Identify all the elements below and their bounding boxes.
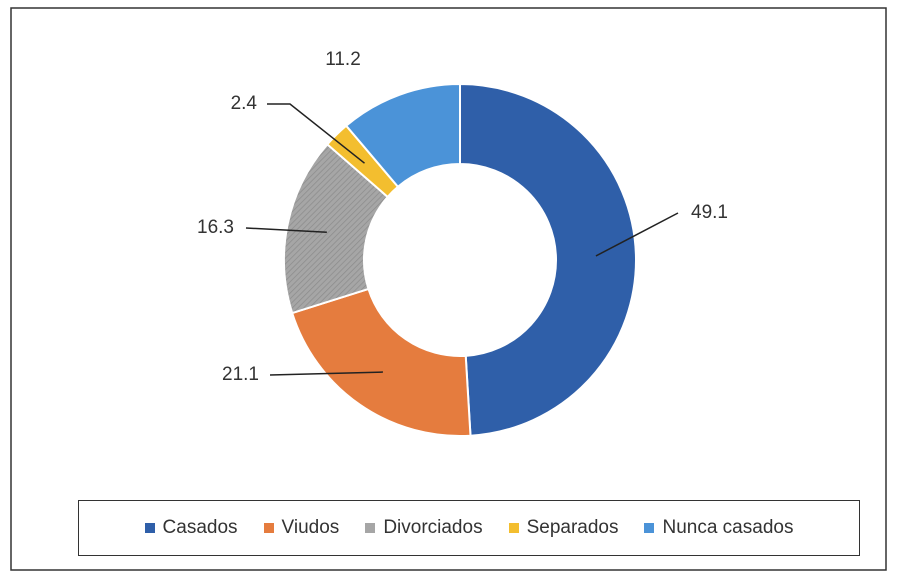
- legend-item: Viudos: [263, 517, 340, 539]
- legend-item: Divorciados: [365, 517, 483, 539]
- legend-item: Separados: [508, 517, 619, 539]
- legend-item: Nunca casados: [644, 517, 793, 539]
- data-label: 16.3: [197, 217, 234, 238]
- legend: Casados Viudos Divorciados Separados Nunca c…: [78, 500, 860, 556]
- leader-line: [269, 371, 383, 376]
- leader-line: [267, 103, 365, 164]
- legend-item: Casados: [144, 517, 238, 539]
- data-label: 21.1: [222, 364, 259, 385]
- donut-slice: [344, 82, 461, 189]
- legend-swatch: [644, 523, 655, 533]
- data-label: 11.2: [325, 49, 361, 70]
- leader-line: [595, 212, 679, 257]
- legend-label: Casados: [162, 517, 238, 538]
- legend-swatch: [508, 523, 519, 533]
- legend-label: Divorciados: [383, 517, 483, 538]
- legend-swatch: [263, 523, 274, 533]
- donut-slice: [459, 82, 637, 437]
- data-label: 2.4: [231, 93, 258, 114]
- data-label: 49.1: [691, 202, 728, 223]
- legend-swatch: [365, 523, 376, 533]
- leader-line: [245, 227, 327, 233]
- donut-slice: [290, 287, 472, 437]
- legend-label: Viudos: [281, 517, 340, 538]
- legend-label: Nunca casados: [662, 517, 794, 538]
- frame: [10, 7, 887, 571]
- legend-label: Separados: [526, 517, 619, 538]
- legend-swatch: [144, 523, 155, 533]
